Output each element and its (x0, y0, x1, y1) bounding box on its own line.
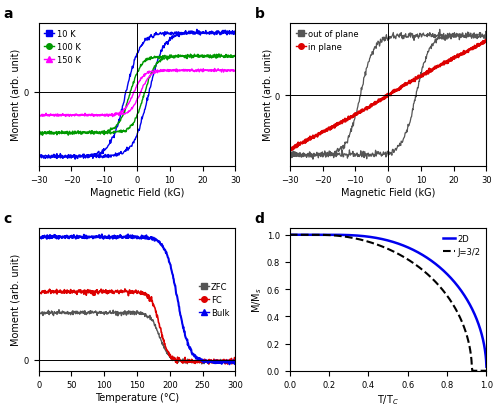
J=3/2 (380, 245, 386, 250)
X-axis label: Magnetic Field (kG): Magnetic Field (kG) (90, 188, 184, 198)
2D (448, 276, 454, 281)
J=3/2 (482, 368, 488, 373)
2D (393, 241, 399, 246)
X-axis label: Temperature (°C): Temperature (°C) (95, 392, 179, 402)
Text: c: c (3, 211, 12, 225)
J=3/2 (484, 368, 490, 373)
2D (484, 364, 490, 369)
Text: b: b (254, 7, 264, 21)
X-axis label: Magnetic Field (kG): Magnetic Field (kG) (341, 188, 436, 198)
J=3/2 (287, 233, 293, 237)
Legend: ZFC, FC, Bulk: ZFC, FC, Bulk (197, 280, 231, 319)
J=3/2 (448, 299, 454, 304)
2D (404, 245, 410, 250)
Y-axis label: Moment (arb. unit): Moment (arb. unit) (262, 49, 272, 141)
Legend: out of plane, in plane: out of plane, in plane (294, 28, 360, 53)
Y-axis label: Moment (arb. unit): Moment (arb. unit) (11, 254, 21, 346)
2D (380, 237, 386, 242)
2D (478, 332, 484, 337)
Y-axis label: Moment (arb. unit): Moment (arb. unit) (11, 49, 21, 141)
J=3/2 (404, 257, 410, 262)
X-axis label: T/T$_C$: T/T$_C$ (377, 392, 399, 406)
2D (382, 237, 388, 242)
Legend: 2D, J=3/2: 2D, J=3/2 (441, 233, 482, 258)
Legend: 10 K, 100 K, 150 K: 10 K, 100 K, 150 K (43, 28, 82, 66)
J=3/2 (478, 368, 484, 373)
Line: 2D: 2D (290, 235, 486, 367)
Text: a: a (3, 7, 13, 21)
Line: J=3/2: J=3/2 (290, 235, 486, 371)
J=3/2 (382, 245, 388, 250)
Y-axis label: M/M$_s$: M/M$_s$ (250, 287, 264, 312)
Text: d: d (254, 211, 264, 225)
J=3/2 (393, 251, 399, 256)
2D (287, 233, 293, 237)
